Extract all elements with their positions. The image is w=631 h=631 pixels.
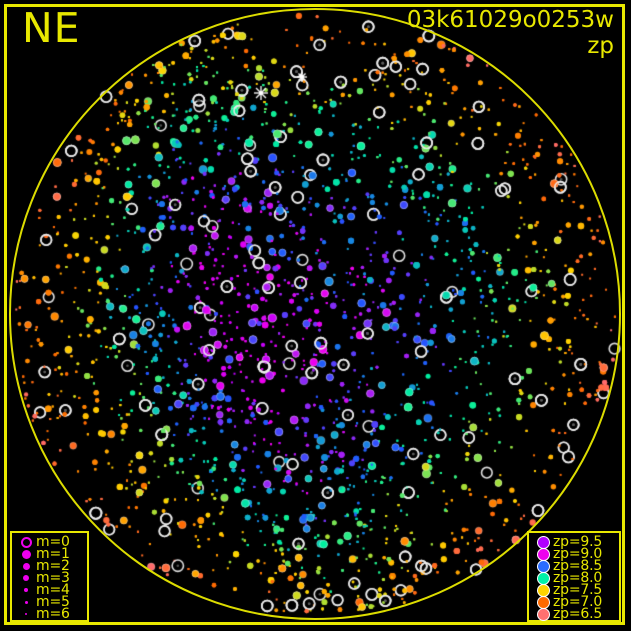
zeropoint-legend-row: zp=6.5 <box>533 606 615 622</box>
magnitude-legend-row: m=3 <box>16 570 83 586</box>
magnitude-legend[interactable]: m=0 m=1 m=2 m=3 m=4 m=5 m=6 <box>10 531 89 622</box>
magnitude-legend-label: m=6 <box>36 606 70 622</box>
magnitude-marker-swatch <box>16 608 36 620</box>
magnitude-legend-row: m=1 <box>16 546 83 562</box>
zeropoint-dot-icon <box>537 596 549 608</box>
magnitude-legend-label: m=2 <box>36 558 70 574</box>
quantity-label: zp <box>587 32 614 59</box>
zeropoint-legend-label: zp=7.5 <box>553 582 603 598</box>
magnitude-dot-icon <box>24 600 28 604</box>
magnitude-dot-icon <box>21 549 31 559</box>
magnitude-marker-swatch <box>16 572 36 584</box>
zeropoint-color-swatch <box>533 572 553 584</box>
zeropoint-dot-icon <box>537 560 549 572</box>
magnitude-legend-row: m=0 <box>16 534 83 550</box>
zeropoint-legend-label: zp=6.5 <box>553 606 603 622</box>
zeropoint-color-swatch <box>533 536 553 548</box>
magnitude-marker-swatch <box>16 560 36 572</box>
magnitude-dot-icon <box>25 613 27 615</box>
magnitude-legend-row: m=2 <box>16 558 83 574</box>
zeropoint-color-swatch <box>533 608 553 620</box>
zeropoint-dot-icon <box>537 548 549 560</box>
zeropoint-color-swatch <box>533 560 553 572</box>
magnitude-legend-label: m=3 <box>36 570 70 586</box>
zeropoint-legend-label: zp=9.0 <box>553 546 603 562</box>
frame-id-label: 03k61029o0253w <box>406 7 614 33</box>
magnitude-marker-swatch <box>16 584 36 596</box>
magnitude-marker-swatch <box>16 536 36 548</box>
zeropoint-color-swatch <box>533 548 553 560</box>
magnitude-dot-icon <box>20 536 32 548</box>
magnitude-legend-label: m=1 <box>36 546 70 562</box>
magnitude-legend-label: m=4 <box>36 582 70 598</box>
magnitude-legend-label: m=0 <box>36 534 70 550</box>
magnitude-legend-row: m=6 <box>16 606 83 622</box>
magnitude-dot-icon <box>22 562 30 570</box>
zeropoint-dot-icon <box>537 536 549 548</box>
zeropoint-legend-label: zp=7.0 <box>553 594 603 610</box>
orientation-label: NE <box>22 4 81 52</box>
title-block: 03k61029o0253w zp <box>406 7 614 60</box>
zeropoint-dot-icon <box>537 584 549 596</box>
magnitude-legend-row: m=4 <box>16 582 83 598</box>
zeropoint-legend-row: zp=9.5 <box>533 534 615 550</box>
magnitude-marker-swatch <box>16 548 36 560</box>
zeropoint-legend[interactable]: zp=9.5 zp=9.0 zp=8.5 zp=8.0 zp=7.5 zp=7.0 zp=6… <box>527 531 621 622</box>
zeropoint-legend-row: zp=8.0 <box>533 570 615 586</box>
magnitude-legend-label: m=5 <box>36 594 70 610</box>
zeropoint-legend-row: zp=7.5 <box>533 582 615 598</box>
zeropoint-color-swatch <box>533 596 553 608</box>
zeropoint-legend-row: zp=9.0 <box>533 546 615 562</box>
zeropoint-legend-label: zp=8.5 <box>553 558 603 574</box>
zeropoint-dot-icon <box>537 608 549 620</box>
magnitude-legend-row: m=5 <box>16 594 83 610</box>
zeropoint-legend-label: zp=9.5 <box>553 534 603 550</box>
zeropoint-legend-label: zp=8.0 <box>553 570 603 586</box>
magnitude-marker-swatch <box>16 596 36 608</box>
zeropoint-dot-icon <box>537 572 549 584</box>
magnitude-dot-icon <box>23 575 29 581</box>
zeropoint-legend-row: zp=8.5 <box>533 558 615 574</box>
zeropoint-color-swatch <box>533 584 553 596</box>
zeropoint-legend-row: zp=7.0 <box>533 594 615 610</box>
magnitude-dot-icon <box>24 588 28 592</box>
